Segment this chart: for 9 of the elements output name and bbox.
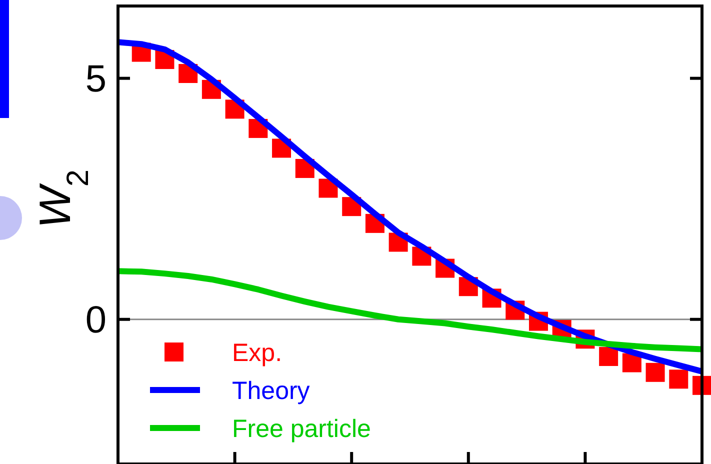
point bbox=[622, 353, 642, 372]
point bbox=[646, 362, 665, 382]
legend-label: Theory bbox=[232, 376, 310, 405]
y-tick-label: 0 bbox=[85, 300, 107, 342]
point bbox=[669, 370, 688, 389]
y-tick-label: 5 bbox=[85, 58, 107, 101]
point bbox=[599, 346, 618, 366]
legend-label: Free particle bbox=[232, 414, 371, 443]
legend-label: Exp. bbox=[232, 338, 282, 367]
